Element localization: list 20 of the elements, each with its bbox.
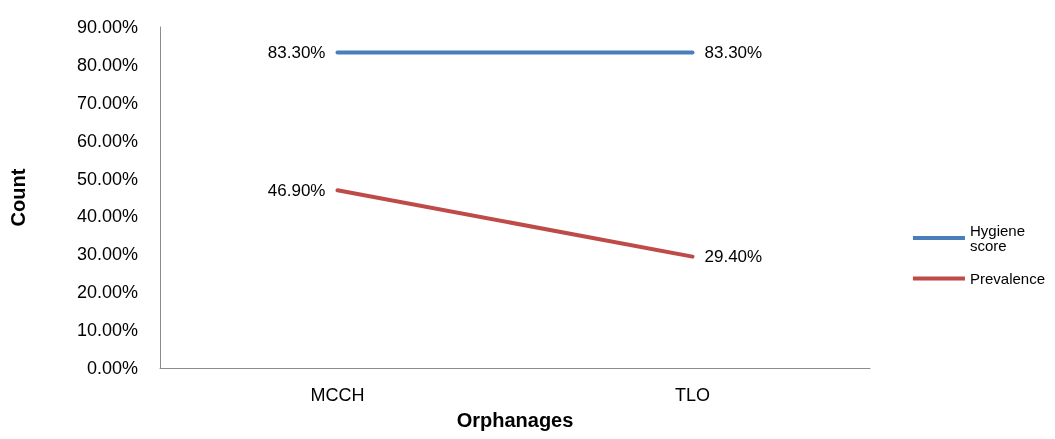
- data-label: 29.40%: [704, 247, 763, 267]
- y-tick-label: 40.00%: [76, 206, 138, 227]
- y-tick-label: 60.00%: [76, 130, 138, 151]
- y-tick-label: 30.00%: [76, 244, 138, 265]
- y-tick-label: 20.00%: [76, 282, 138, 303]
- data-label: 83.30%: [704, 42, 763, 62]
- data-label: 83.30%: [267, 42, 326, 62]
- data-label: 46.90%: [267, 180, 326, 200]
- x-tick-label: MCCH: [310, 385, 365, 405]
- y-tick-label: 50.00%: [76, 168, 138, 189]
- y-tick-label: 70.00%: [76, 92, 138, 113]
- y-tick-label: 90.00%: [76, 17, 138, 37]
- legend-label: Prevalence: [969, 270, 1045, 287]
- legend-label: Hygiene score: [969, 222, 1030, 254]
- x-tick-label: TLO: [674, 385, 711, 405]
- y-tick-label: 0.00%: [86, 358, 138, 378]
- y-tick-label: 10.00%: [76, 320, 138, 341]
- y-tick-label: 80.00%: [76, 54, 138, 75]
- x-axis-title: Orphanages: [456, 409, 574, 431]
- y-axis-title: Count: [7, 168, 29, 227]
